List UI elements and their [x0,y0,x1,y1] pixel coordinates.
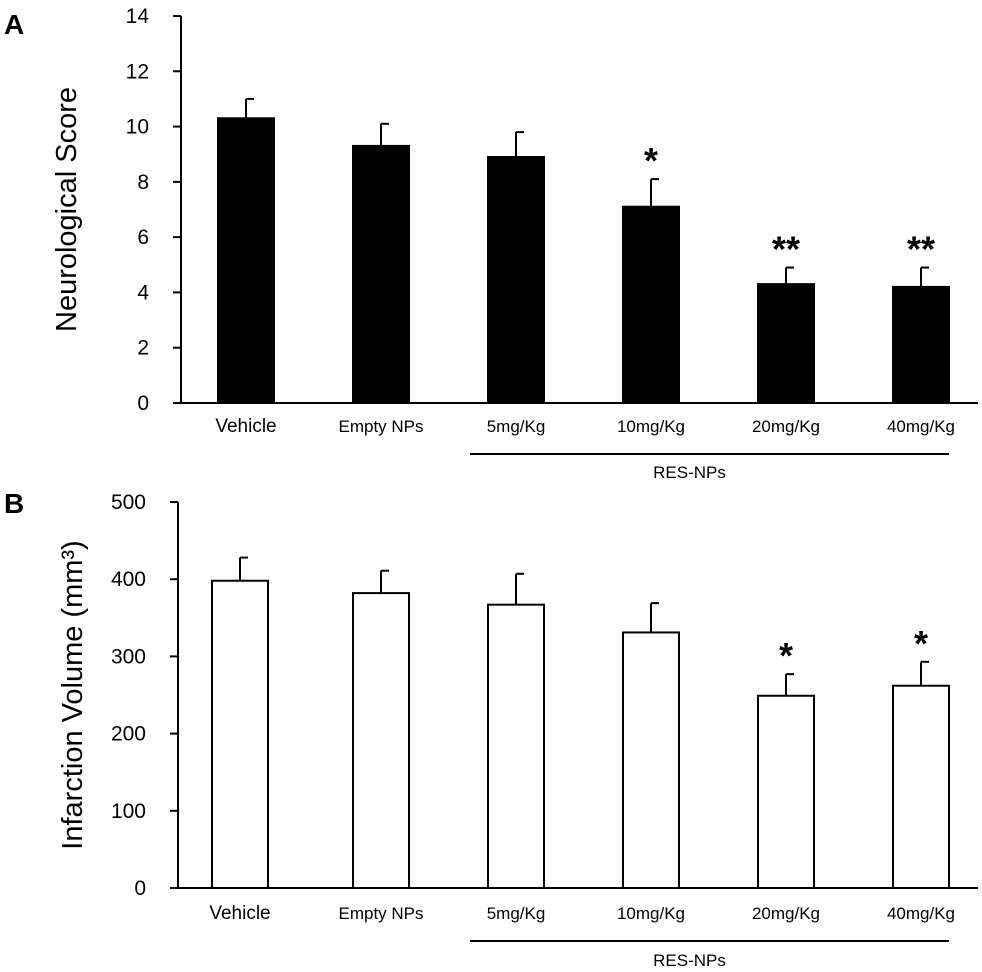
significance-marker: * [779,635,793,676]
y-tick-label: 400 [111,568,146,591]
category-label-empty-nps: Empty NPs [338,417,423,436]
category-label-5mg: 5mg/Kg [487,417,546,436]
y-tick-label: 200 [111,723,146,746]
bar-5mg [487,155,545,404]
chart-panel-b: B 0 100 200 300 400 500 Infarction Volume (mm³)… [4,488,978,970]
category-label-10mg: 10mg/Kg [617,904,685,923]
category-label-20mg: 20mg/Kg [752,417,820,436]
y-tick-label: 10 [126,116,149,139]
category-label-10mg: 10mg/Kg [617,417,685,436]
category-label-empty-nps: Empty NPs [338,904,423,923]
significance-marker: ** [907,229,935,270]
category-label-40mg: 40mg/Kg [887,904,955,923]
significance-marker: * [914,623,928,664]
y-tick-label: 8 [137,171,149,194]
bar-10mg [622,205,680,404]
panel-letter: A [4,9,24,40]
y-tick-label: 12 [126,60,149,83]
group-bracket-label: RES-NPs [653,951,726,970]
y-tick-label: 2 [137,337,149,360]
bar-empty-nps [352,144,410,405]
y-tick-label: 14 [126,5,150,28]
category-label-40mg: 40mg/Kg [887,417,955,436]
bar-20mg [757,283,815,404]
group-bracket-label: RES-NPs [653,463,726,482]
y-tick-label: 0 [134,877,146,900]
category-label-5mg: 5mg/Kg [487,904,546,923]
bar-vehicle [217,117,275,405]
y-tick-label: 100 [111,800,146,823]
bar-5mg [487,603,545,890]
bar-20mg [757,694,815,889]
chart-panel-a: A 0 2 4 6 8 10 12 14 Neurological Score Vehicle Emp… [4,5,978,482]
bar-empty-nps [352,592,410,889]
category-label-vehicle: Vehicle [209,903,270,924]
panel-letter: B [4,488,24,519]
y-tick-label: 4 [137,281,149,304]
y-tick-label: 0 [137,392,149,415]
bar-vehicle [211,579,269,890]
significance-marker: ** [772,229,800,270]
category-label-20mg: 20mg/Kg [752,904,820,923]
bar-40mg [892,285,950,404]
y-tick-label: 300 [111,645,146,668]
significance-marker: * [644,140,658,181]
y-tick-label: 500 [111,491,146,514]
bar-10mg [622,631,680,890]
category-label-vehicle: Vehicle [215,416,276,437]
y-tick-label: 6 [137,226,149,249]
bar-40mg [892,684,950,890]
y-axis-label: Neurological Score [51,87,83,332]
y-axis-label: Infarction Volume (mm³) [57,540,89,849]
